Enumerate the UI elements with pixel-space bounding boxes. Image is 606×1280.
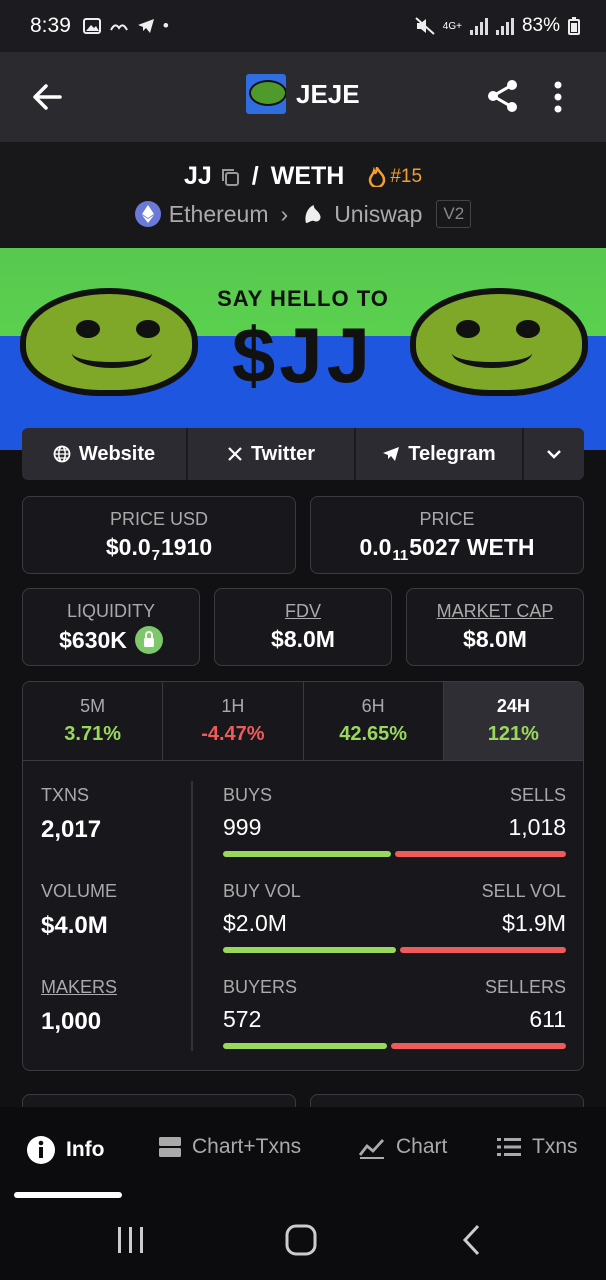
- twitter-label: Twitter: [250, 442, 316, 465]
- price-usd-label: PRICE USD: [109, 509, 208, 529]
- rank-badge: #15: [368, 166, 422, 188]
- twitter-button[interactable]: Twitter: [188, 428, 356, 480]
- txns-breakdown: BUYS SELLS 999 1,018: [223, 785, 566, 857]
- active-tab-indicator: [14, 1192, 122, 1198]
- tab-6h[interactable]: 6H 42.65%: [303, 682, 444, 760]
- lock-icon[interactable]: [134, 626, 163, 654]
- tab-info[interactable]: Info: [26, 1135, 104, 1165]
- liquidity-value: $630K: [59, 626, 127, 653]
- tab-24h[interactable]: 24H 121%: [443, 682, 583, 760]
- txns-stat: TXNS 2,017: [41, 785, 102, 843]
- status-time: 8:39: [30, 14, 71, 37]
- price-native-label: PRICE: [419, 509, 475, 529]
- price-change-tabs: 5M 3.71% 1H -4.47% 6H 42.65% 24H 121%: [22, 681, 584, 761]
- system-navigation-bar: [0, 1201, 606, 1280]
- ethereum-icon: [134, 201, 161, 227]
- social-links: Website Twitter Telegram: [22, 428, 584, 480]
- battery-percent: 83%: [521, 15, 560, 36]
- telegram-button[interactable]: Telegram: [356, 428, 524, 480]
- bottom-tab-bar: Info Chart+Txns Chart Txns: [0, 1107, 606, 1201]
- frog-left-illustration: [20, 288, 198, 396]
- flame-icon: [369, 166, 386, 187]
- makers-ratio-bar: [223, 1043, 566, 1049]
- token-brand: JEJE: [246, 74, 360, 114]
- dex-name[interactable]: Uniswap: [334, 200, 423, 227]
- price-usd-card: PRICE USD $0.0 7 1910: [22, 496, 296, 574]
- mute-icon: [415, 17, 435, 35]
- makers-stat: MAKERS 1,000: [41, 977, 118, 1035]
- version-badge: V2: [436, 200, 472, 228]
- uniswap-icon: [305, 205, 321, 223]
- dot-icon: •: [162, 16, 169, 35]
- trading-stats: TXNS 2,017 BUYS SELLS 999 1,018 VOLUME $4.…: [22, 761, 584, 1071]
- more-options-icon[interactable]: [548, 80, 568, 114]
- chart-icon: [358, 1139, 385, 1159]
- quote-symbol: WETH: [270, 162, 345, 190]
- token-title: JEJE: [296, 78, 360, 109]
- battery-icon: [568, 17, 580, 35]
- telegram-status-icon: [137, 19, 154, 33]
- status-bar: 8:39 • 4G+ 83%: [0, 0, 606, 52]
- volume-ratio-bar: [223, 947, 566, 953]
- recent-apps-icon[interactable]: [116, 1225, 146, 1255]
- fdv-value: $8.0M: [271, 626, 335, 652]
- tab-5m[interactable]: 5M 3.71%: [23, 682, 164, 760]
- signal-icon: [469, 17, 488, 35]
- split-view-icon: [159, 1137, 181, 1157]
- pair-info: JJ / WETH #15 Ethereum › Uniswap V2: [0, 142, 606, 248]
- tab-txns[interactable]: Txns: [496, 1135, 578, 1159]
- telegram-label: Telegram: [408, 442, 496, 465]
- chain-name[interactable]: Ethereum: [168, 200, 269, 227]
- base-symbol: JJ: [183, 162, 212, 190]
- volume-breakdown: BUY VOL SELL VOL $2.0M $1.9M: [223, 881, 566, 953]
- website-label: Website: [78, 442, 156, 465]
- notification-icons: •: [82, 16, 169, 36]
- copy-icon[interactable]: [220, 167, 240, 187]
- more-links-dropdown[interactable]: [524, 428, 584, 480]
- tab-chart[interactable]: Chart: [358, 1135, 447, 1159]
- liquidity-card: LIQUIDITY $630K: [22, 588, 200, 666]
- share-icon[interactable]: [486, 78, 520, 114]
- tab-1h[interactable]: 1H -4.47%: [163, 682, 304, 760]
- chevron-right-icon: ›: [280, 200, 289, 227]
- x-logo-icon: [228, 447, 242, 461]
- liquidity-value-row: $630K: [23, 626, 199, 654]
- banner-ticker: $JJ: [231, 311, 375, 399]
- makers-breakdown: BUYERS SELLERS 572 611: [223, 977, 566, 1049]
- market-cap-value: $8.0M: [463, 626, 527, 652]
- price-native-card: PRICE 0.0 11 5027 WETH: [310, 496, 584, 574]
- back-arrow-icon[interactable]: [30, 80, 64, 114]
- token-logo: [246, 74, 286, 114]
- price-native-value: 0.0 11 5027 WETH: [359, 534, 535, 564]
- back-nav-icon[interactable]: [460, 1223, 484, 1257]
- fdv-card: FDV $8.0M: [214, 588, 392, 666]
- telegram-icon: [383, 447, 400, 461]
- price-usd-value: $0.0 7 1910: [105, 534, 213, 564]
- frog-right-illustration: [410, 288, 588, 396]
- banner-tagline: SAY HELLO TO: [217, 286, 389, 311]
- website-button[interactable]: Website: [22, 428, 188, 480]
- globe-icon: [53, 445, 71, 463]
- volume-stat: VOLUME $4.0M: [41, 881, 118, 939]
- rank-value: #15: [390, 165, 423, 187]
- tab-chart-txns[interactable]: Chart+Txns: [158, 1135, 301, 1159]
- pair-separator: /: [251, 162, 259, 190]
- list-icon: [497, 1138, 521, 1156]
- home-icon[interactable]: [284, 1223, 318, 1257]
- chevron-down-icon: [547, 450, 561, 459]
- gallery-icon: [82, 18, 101, 34]
- token-banner: SAY HELLO TO $JJ: [0, 248, 606, 450]
- liquidity-label: LIQUIDITY: [66, 601, 155, 621]
- info-icon: [27, 1136, 55, 1164]
- signal-2-icon: [495, 17, 514, 35]
- network-type: 4G+: [442, 20, 462, 32]
- app-header: JEJE: [0, 52, 606, 142]
- fdv-label[interactable]: FDV: [285, 601, 321, 621]
- market-cap-card: MARKET CAP $8.0M: [406, 588, 584, 666]
- txns-ratio-bar: [223, 851, 566, 857]
- market-cap-label[interactable]: MARKET CAP: [436, 601, 554, 621]
- weather-icon: [109, 24, 128, 31]
